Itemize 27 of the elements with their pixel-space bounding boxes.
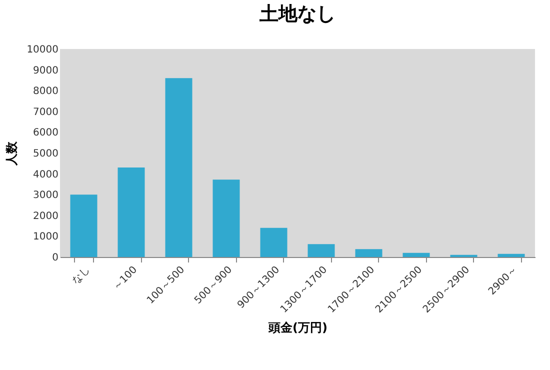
bar: [308, 244, 335, 257]
bar: [260, 228, 288, 257]
bar: [165, 78, 192, 257]
y-tick-label: 2000: [33, 210, 58, 222]
y-tick-label: 5000: [33, 148, 58, 160]
bar: [212, 180, 240, 257]
y-tick-label: 1000: [33, 232, 58, 243]
x-tick-label: 500～900: [192, 264, 235, 306]
x-axis-title: 頭金(万円): [268, 320, 328, 335]
bar: [70, 194, 98, 257]
x-tick-label: 100～500: [145, 264, 188, 306]
bar: [118, 168, 145, 257]
y-tick-label: 6000: [33, 128, 58, 139]
bar: [402, 252, 430, 257]
y-tick-label: 7000: [33, 106, 58, 118]
y-tick-label: 10000: [26, 44, 58, 56]
x-tick-label: ～100: [111, 264, 140, 293]
y-tick-label: 8000: [33, 86, 58, 98]
y-tick-label: 3000: [33, 190, 58, 202]
y-tick-label: 4000: [33, 169, 58, 180]
x-tick-label: なし: [70, 264, 92, 286]
bar: [498, 254, 525, 257]
chart-title: 土地なし: [258, 3, 336, 25]
bar: [355, 249, 382, 257]
y-tick-label: 9000: [33, 65, 58, 76]
y-axis-title: 人数: [4, 140, 19, 166]
y-tick-label: 0: [52, 252, 58, 264]
